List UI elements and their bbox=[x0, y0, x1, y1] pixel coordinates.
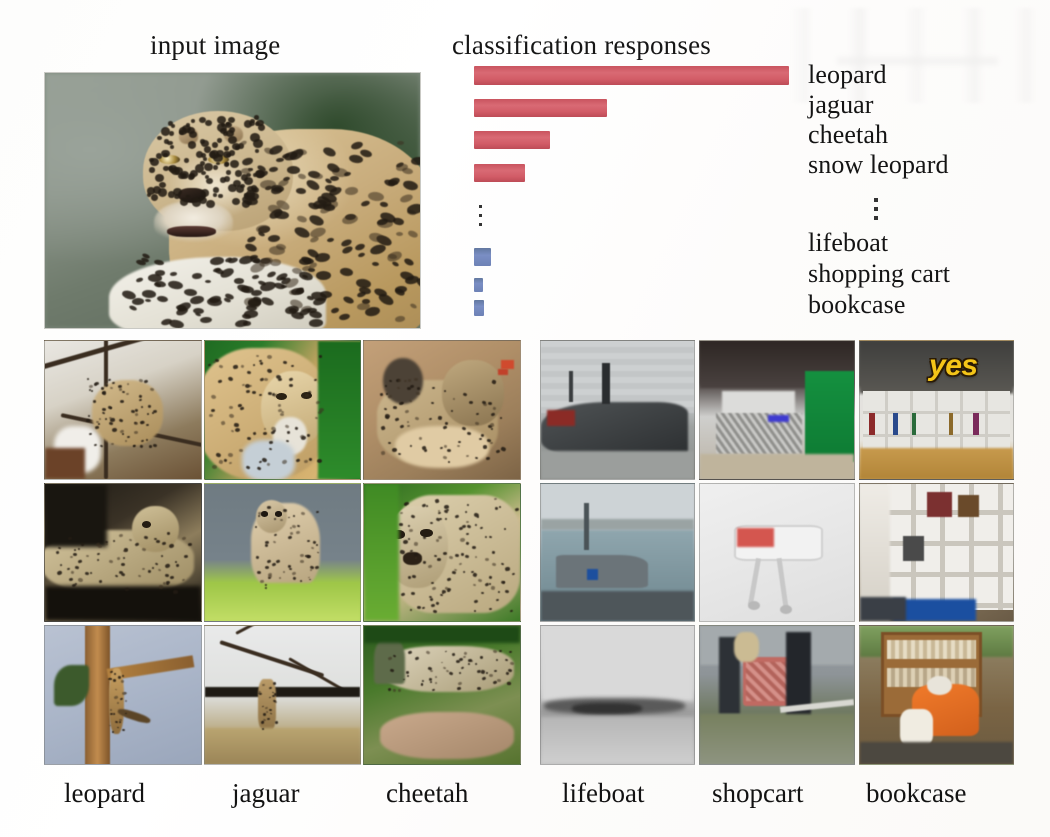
thumbnail-leopard-7 bbox=[203, 625, 362, 765]
bar-bookcase bbox=[474, 300, 484, 316]
bar-label-leopard: leopard bbox=[808, 60, 887, 89]
leopard-spot bbox=[122, 728, 126, 732]
left-thumbnail-grid bbox=[44, 340, 521, 765]
leopard-spot bbox=[124, 700, 128, 703]
bar-cheetah bbox=[474, 131, 550, 149]
page-watermark bbox=[790, 8, 1050, 103]
thumbnail-shopping-cart-2 bbox=[699, 482, 855, 623]
class-label-shopcart: shopcart bbox=[712, 778, 804, 808]
leopard-spot bbox=[87, 378, 90, 381]
thumbnail-leopard-6 bbox=[44, 625, 202, 765]
leopard-chest bbox=[108, 256, 327, 328]
leopard-spot bbox=[88, 384, 93, 389]
bar-jaguar bbox=[474, 99, 607, 117]
leopard-eye-right bbox=[208, 154, 230, 164]
leopard-spot bbox=[315, 510, 320, 514]
bar-label-jaguar: jaguar bbox=[808, 90, 874, 119]
classification-responses-title: classification responses bbox=[452, 30, 711, 60]
thumbnail-leopard-3 bbox=[363, 340, 521, 480]
leopard-spot bbox=[139, 444, 145, 449]
class-label-jaguar: jaguar bbox=[232, 778, 300, 808]
bar-label-snow-leopard: snow leopard bbox=[808, 150, 949, 179]
leopard-spot bbox=[149, 445, 153, 449]
thumbnail-cheetah-1 bbox=[363, 482, 521, 623]
leopard-spot bbox=[87, 414, 91, 417]
thumbnail-bookcase-3 bbox=[858, 625, 1014, 765]
leopard-spot bbox=[387, 687, 392, 692]
leopard-spot bbox=[380, 450, 386, 455]
leopard-spot bbox=[88, 389, 91, 392]
bar-label-shopping-cart: shopping cart bbox=[808, 259, 951, 288]
leopard-spot bbox=[397, 688, 402, 692]
thumbnail-leopard-2 bbox=[203, 340, 362, 480]
thumbnail-leopard-4 bbox=[44, 482, 202, 623]
thumbnail-leopard-1 bbox=[44, 340, 202, 480]
input-image-photo bbox=[44, 72, 421, 329]
leopard-spot bbox=[392, 688, 397, 693]
class-label-cheetah: cheetah bbox=[386, 778, 469, 808]
leopard-spot bbox=[91, 389, 94, 393]
thumbnail-lifeboat-3 bbox=[540, 625, 696, 765]
class-label-bookcase: bookcase bbox=[866, 778, 967, 808]
bar-label-cheetah: cheetah bbox=[808, 120, 889, 149]
thumbnail-lifeboat-1 bbox=[540, 340, 696, 480]
bar-shopping-cart bbox=[474, 278, 483, 292]
leopard-spot bbox=[410, 608, 414, 612]
bars-ellipsis-icon bbox=[479, 205, 482, 226]
bar-snow-leopard bbox=[474, 164, 525, 182]
thumbnail-leopard-5 bbox=[203, 482, 362, 623]
leopard-spot bbox=[500, 417, 503, 419]
leopard-spot bbox=[181, 536, 187, 541]
thumbnail-bookcase-1: yes bbox=[858, 340, 1014, 480]
class-label-lifeboat: lifeboat bbox=[562, 778, 645, 808]
class-label-leopard: leopard bbox=[64, 778, 145, 808]
bar-lifeboat bbox=[474, 248, 491, 266]
leopard-eye-left bbox=[159, 154, 181, 164]
thumbnail-bookcase-2 bbox=[858, 482, 1014, 623]
leopard-spot bbox=[485, 456, 491, 461]
leopard-muzzle bbox=[153, 200, 233, 247]
leopard-spot bbox=[94, 381, 100, 386]
thumbnail-shopping-cart-1 bbox=[699, 340, 855, 480]
bar-label-bookcase: bookcase bbox=[808, 290, 906, 319]
thumbnail-cheetah-2 bbox=[363, 625, 521, 765]
leopard-spot bbox=[514, 507, 520, 513]
labels-ellipsis-icon bbox=[874, 198, 878, 220]
bar-leopard bbox=[474, 66, 789, 85]
leopard-spot bbox=[496, 449, 501, 454]
right-thumbnail-grid: yes bbox=[540, 340, 1014, 765]
input-image-title: input image bbox=[150, 30, 281, 60]
leopard-mouth bbox=[166, 226, 216, 238]
bar-label-lifeboat: lifeboat bbox=[808, 228, 889, 257]
leopard-spot bbox=[153, 443, 158, 448]
leopard-spot bbox=[500, 446, 506, 452]
leopard-ear-left bbox=[178, 126, 198, 144]
yes-overlay-text: yes bbox=[929, 349, 978, 383]
leopard-spot bbox=[509, 609, 513, 614]
leopard-ear-right bbox=[223, 125, 243, 143]
thumbnail-lifeboat-2 bbox=[540, 482, 696, 623]
leopard-photo-scene bbox=[45, 73, 420, 328]
leopard-spot bbox=[94, 382, 98, 386]
thumbnail-shopping-cart-3 bbox=[699, 625, 855, 765]
leopard-spot bbox=[509, 650, 513, 654]
